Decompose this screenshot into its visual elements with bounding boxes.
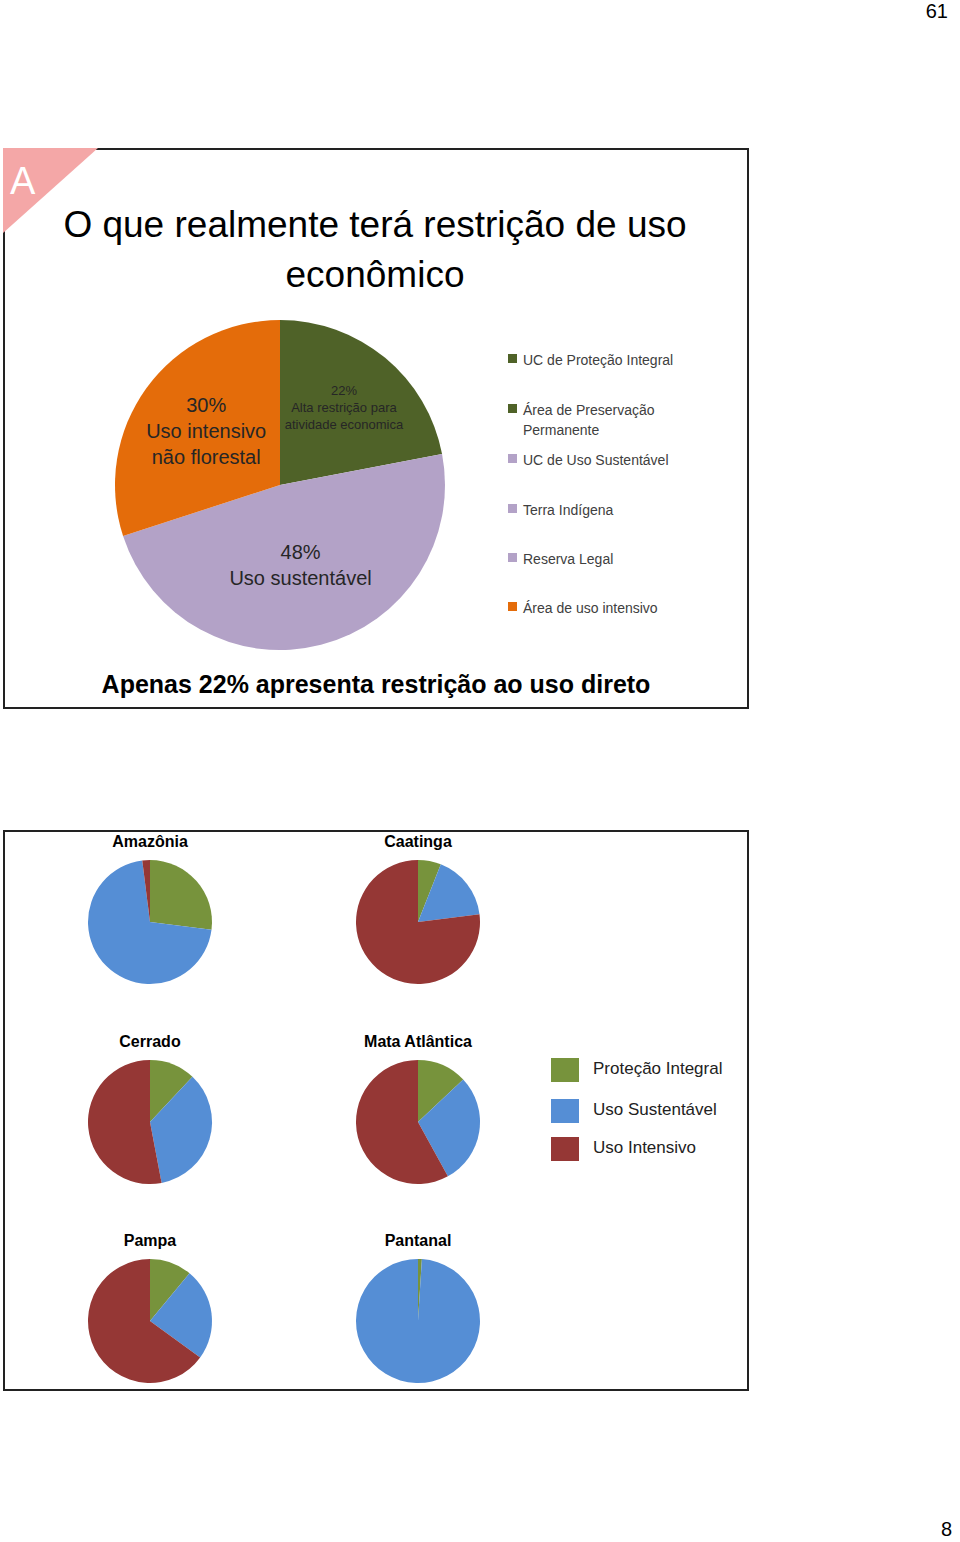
svg-text:Amazônia: Amazônia bbox=[112, 834, 188, 850]
html-text:8: 8 bbox=[940, 1518, 952, 1540]
svg-text:Pampa: Pampa bbox=[124, 1233, 177, 1249]
html-text:UC de Uso Sustentável: UC de Uso Sustentável bbox=[523, 452, 669, 468]
svg-text:Pantanal: Pantanal bbox=[385, 1233, 452, 1249]
svg-text:22%Alta restrição paraatividad: 22%Alta restrição paraatividade economic… bbox=[285, 383, 404, 432]
html-text:Uso Sustentável: Uso Sustentável bbox=[593, 1100, 717, 1119]
svg-text:Cerrado: Cerrado bbox=[119, 1034, 181, 1050]
svg-text:48%Uso sustentável: 48%Uso sustentável bbox=[229, 541, 371, 589]
html-text:Reserva Legal: Reserva Legal bbox=[523, 551, 614, 567]
html-text:Terra Indígena: Terra Indígena bbox=[523, 502, 614, 518]
svg-text:Mata Atlântica: Mata Atlântica bbox=[364, 1034, 472, 1050]
html-text:Uso Intensivo: Uso Intensivo bbox=[593, 1138, 696, 1157]
svg-text:30%Uso intensivonão florestal: 30%Uso intensivonão florestal bbox=[146, 394, 266, 468]
html-text:O que realmente terá restrição: O que realmente terá restrição de uso ec… bbox=[63, 204, 687, 295]
html-text:A: A bbox=[10, 160, 36, 202]
html-text:Área de uso intensivo: Área de uso intensivo bbox=[523, 600, 658, 616]
html-text:UC de Proteção Integral: UC de Proteção Integral bbox=[523, 352, 674, 368]
svg-text:Caatinga: Caatinga bbox=[384, 834, 452, 850]
html-text:61: 61 bbox=[925, 0, 948, 22]
html-text:Apenas 22% apresenta restrição: Apenas 22% apresenta restrição ao uso di… bbox=[101, 670, 651, 698]
html-text:Proteção Integral: Proteção Integral bbox=[593, 1059, 723, 1078]
html-text:Área de Preservação Permanente: Área de Preservação Permanente bbox=[523, 402, 655, 438]
